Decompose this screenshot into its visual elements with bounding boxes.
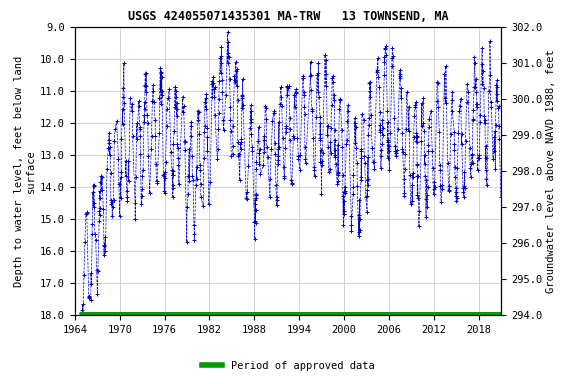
Legend: Period of approved data: Period of approved data [198,357,378,375]
Y-axis label: Depth to water level, feet below land
surface: Depth to water level, feet below land su… [14,55,36,286]
Title: USGS 424055071435301 MA-TRW   13 TOWNSEND, MA: USGS 424055071435301 MA-TRW 13 TOWNSEND,… [128,10,448,23]
Y-axis label: Groundwater level above NAVD 1988, feet: Groundwater level above NAVD 1988, feet [546,49,556,293]
